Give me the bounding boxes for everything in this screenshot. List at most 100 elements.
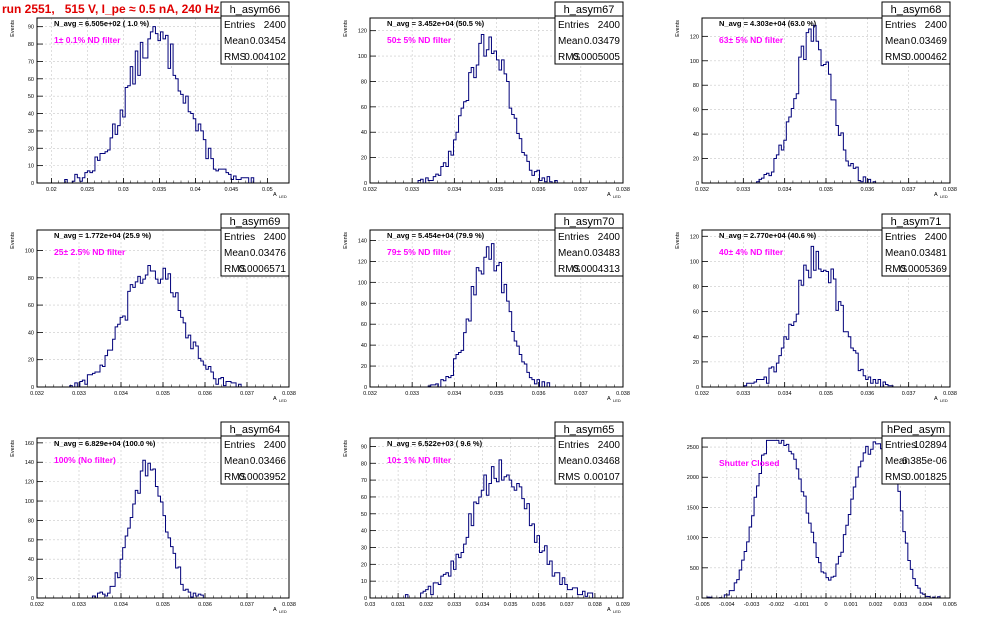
stats-value: 0.000462 xyxy=(905,52,947,63)
plot-frame xyxy=(36,17,290,184)
x-axis-title-sub: LED xyxy=(613,398,621,403)
stats-value: 0.03481 xyxy=(911,248,948,259)
x-tick-label: 0.039 xyxy=(616,602,630,608)
x-tick-label: 0.031 xyxy=(391,602,405,608)
stats-value: 0.0003952 xyxy=(239,472,287,483)
y-tick-label: 40 xyxy=(361,529,367,535)
x-tick-label: 0.036 xyxy=(860,391,874,397)
y-tick-label: 60 xyxy=(361,105,367,111)
x-tick-label: 0.032 xyxy=(363,187,377,193)
y-tick-label: 50 xyxy=(28,94,34,100)
x-tick-label: 0.032 xyxy=(419,602,433,608)
x-tick-label: 0.038 xyxy=(943,187,957,193)
x-axis-title-sub: LED xyxy=(613,194,621,199)
histogram-panel-hPed_asym: -0.005 -0.004 -0.003 -0.002 -0.001 0 0.001 0.00… xyxy=(687,421,957,608)
stats-label: RMS xyxy=(558,472,581,483)
x-tick-label: 0.037 xyxy=(240,391,254,397)
stats-value: 0.03479 xyxy=(584,36,621,47)
histogram-panel-h_asym71: 0.032 0.033 0.034 0.035 0.036 0.037 0.038 0 20 40… xyxy=(675,213,957,403)
x-tick-label: 0.037 xyxy=(902,187,916,193)
y-tick-label: 0 xyxy=(696,596,699,602)
y-axis-title: Events xyxy=(10,232,16,249)
stats-value: 0.03476 xyxy=(250,248,287,259)
x-tick-label: 0.032 xyxy=(30,391,44,397)
y-tick-label: 40 xyxy=(361,130,367,136)
y-tick-label: 40 xyxy=(28,557,34,563)
y-tick-label: 20 xyxy=(361,562,367,568)
y-tick-label: 80 xyxy=(361,79,367,85)
n-avg-label: N_avg = 3.452e+04 (50.5 %) xyxy=(387,19,485,28)
histogram-name: hPed_asym xyxy=(887,424,945,436)
y-tick-label: 40 xyxy=(361,343,367,349)
y-tick-label: 0 xyxy=(31,385,34,391)
y-tick-label: 20 xyxy=(361,156,367,162)
stats-label: Mean xyxy=(224,36,249,47)
x-tick-label: 0.035 xyxy=(153,187,167,193)
y-tick-label: 0 xyxy=(31,181,34,187)
y-tick-label: 0 xyxy=(364,385,367,391)
stats-label: Mean xyxy=(885,456,910,467)
n-avg-label: N_avg = 6.829e+04 (100.0 %) xyxy=(54,439,156,448)
stats-label: Entries xyxy=(224,232,255,243)
x-tick-label: 0.034 xyxy=(447,187,461,193)
histogram-panel-h_asym68: 0.032 0.033 0.034 0.035 0.036 0.037 0.038 0 20 40… xyxy=(675,1,957,199)
y-tick-label: 80 xyxy=(361,461,367,467)
stats-label: Entries xyxy=(224,440,255,451)
histogram-line xyxy=(37,26,289,184)
x-tick-label: 0.036 xyxy=(860,187,874,193)
stats-value: 0.0005005 xyxy=(573,52,621,63)
x-tick-label: 0.03 xyxy=(365,602,376,608)
y-tick-label: 20 xyxy=(28,577,34,583)
y-tick-label: 1500 xyxy=(687,505,699,511)
x-tick-label: 0.032 xyxy=(30,602,44,608)
x-tick-label: -0.002 xyxy=(769,602,785,608)
y-tick-label: 20 xyxy=(361,364,367,370)
x-tick-label: 0.035 xyxy=(156,602,170,608)
stats-value: 0.03454 xyxy=(250,36,287,47)
x-tick-label: 0.035 xyxy=(490,187,504,193)
n-avg-label: N_avg = 4.303e+04 (63.0 %) xyxy=(719,19,817,28)
stats-value: 2400 xyxy=(925,20,948,31)
filter-annotation: 40± 4% ND filter xyxy=(719,247,784,257)
stats-value: 2400 xyxy=(925,232,948,243)
x-axis-title: A xyxy=(273,192,277,198)
x-axis-title-sub: LED xyxy=(940,398,948,403)
y-tick-label: 120 xyxy=(358,259,367,265)
y-tick-label: 40 xyxy=(28,112,34,118)
y-tick-label: 80 xyxy=(693,83,699,89)
x-tick-label: 0.035 xyxy=(156,391,170,397)
x-tick-label: 0.002 xyxy=(869,602,883,608)
n-avg-label: N_avg = 1.772e+04 (25.9 %) xyxy=(54,231,152,240)
histogram-name: h_asym66 xyxy=(230,4,281,16)
x-tick-label: 0.034 xyxy=(476,602,490,608)
y-tick-label: 90 xyxy=(361,444,367,450)
y-tick-label: 120 xyxy=(358,29,367,35)
y-tick-label: 80 xyxy=(28,276,34,282)
y-tick-label: 60 xyxy=(28,77,34,83)
histogram-line xyxy=(37,265,289,388)
y-axis-title: Events xyxy=(343,440,349,457)
filter-annotation: 63± 5% ND filter xyxy=(719,35,784,45)
x-tick-label: 0 xyxy=(824,602,827,608)
y-tick-label: 2500 xyxy=(687,445,699,451)
x-tick-label: 0.005 xyxy=(943,602,957,608)
stats-label: Entries xyxy=(558,232,589,243)
stats-value: 0.03468 xyxy=(584,456,621,467)
stats-label: RMS xyxy=(558,264,581,275)
stats-value: 0.03483 xyxy=(584,248,621,259)
x-tick-label: 0.037 xyxy=(560,602,574,608)
stats-label: Entries xyxy=(885,20,916,31)
x-tick-label: 0.025 xyxy=(81,187,95,193)
stats-value: 2400 xyxy=(598,440,621,451)
x-tick-label: -0.004 xyxy=(719,602,735,608)
x-tick-label: 0.036 xyxy=(532,187,546,193)
y-tick-label: 100 xyxy=(358,280,367,286)
x-tick-label: 0.036 xyxy=(532,391,546,397)
y-tick-label: 60 xyxy=(28,538,34,544)
x-tick-label: 0.038 xyxy=(616,391,630,397)
x-tick-label: 0.037 xyxy=(574,187,588,193)
y-axis-title: Events xyxy=(343,20,349,37)
y-tick-label: 160 xyxy=(25,441,34,447)
stats-label: RMS xyxy=(885,472,908,483)
stats-label: Mean xyxy=(558,36,583,47)
